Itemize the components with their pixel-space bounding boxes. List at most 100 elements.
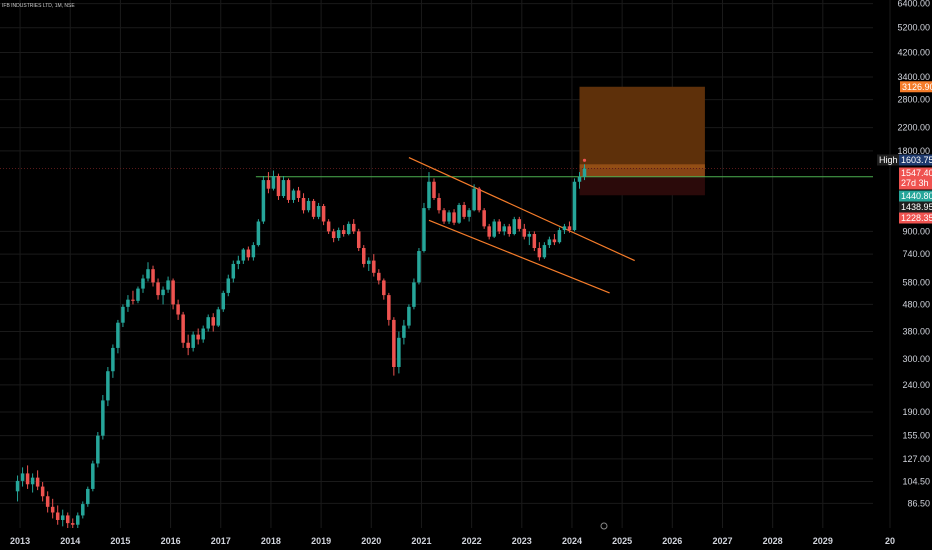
candle[interactable] xyxy=(552,234,557,246)
candle[interactable] xyxy=(176,299,180,320)
candle[interactable] xyxy=(341,225,346,237)
candle[interactable] xyxy=(482,208,486,229)
candle[interactable] xyxy=(76,512,80,528)
candle[interactable] xyxy=(286,178,291,203)
candle[interactable] xyxy=(437,193,441,214)
candle[interactable] xyxy=(141,274,145,293)
candle[interactable] xyxy=(346,221,351,236)
candle[interactable] xyxy=(96,431,100,468)
candle[interactable] xyxy=(321,203,326,226)
candle[interactable] xyxy=(116,319,120,354)
candle[interactable] xyxy=(40,482,45,502)
candle[interactable] xyxy=(81,501,85,519)
candle[interactable] xyxy=(126,295,130,312)
candle[interactable] xyxy=(271,170,276,191)
candle[interactable] xyxy=(502,223,506,236)
candle[interactable] xyxy=(492,219,496,239)
candle[interactable] xyxy=(236,255,241,270)
candle[interactable] xyxy=(422,202,426,253)
candle[interactable] xyxy=(186,334,190,356)
candle[interactable] xyxy=(567,221,572,233)
candle[interactable] xyxy=(106,366,110,407)
candle[interactable] xyxy=(291,188,296,203)
candle[interactable] xyxy=(70,518,75,528)
candle[interactable] xyxy=(517,216,522,232)
candle[interactable] xyxy=(251,242,256,261)
candle[interactable] xyxy=(512,216,517,236)
candle[interactable] xyxy=(402,319,406,345)
candle[interactable] xyxy=(351,219,356,235)
candle[interactable] xyxy=(221,290,226,312)
channel-upper-line[interactable] xyxy=(408,156,635,262)
candle[interactable] xyxy=(562,223,567,235)
candle[interactable] xyxy=(161,286,165,305)
candle[interactable] xyxy=(392,317,396,376)
candle[interactable] xyxy=(60,509,65,527)
target-zone[interactable] xyxy=(579,86,705,169)
candle[interactable] xyxy=(20,467,25,487)
candle[interactable] xyxy=(171,278,175,310)
candle[interactable] xyxy=(311,198,316,220)
candle[interactable] xyxy=(156,278,160,300)
candle[interactable] xyxy=(577,172,582,189)
candle[interactable] xyxy=(452,209,456,226)
candle[interactable] xyxy=(397,331,401,374)
candle[interactable] xyxy=(226,274,231,297)
candle[interactable] xyxy=(65,512,70,528)
candle[interactable] xyxy=(557,227,562,244)
candle[interactable] xyxy=(201,325,205,343)
candle[interactable] xyxy=(442,208,446,224)
candle[interactable] xyxy=(45,491,50,513)
candle[interactable] xyxy=(537,242,542,261)
candle[interactable] xyxy=(146,262,150,282)
candle[interactable] xyxy=(296,186,301,202)
candle[interactable] xyxy=(55,505,60,525)
candle[interactable] xyxy=(191,331,195,352)
candle[interactable] xyxy=(417,248,421,285)
candle[interactable] xyxy=(487,223,491,240)
candle[interactable] xyxy=(372,254,376,277)
candle[interactable] xyxy=(131,290,135,305)
candle[interactable] xyxy=(356,228,361,252)
candle[interactable] xyxy=(336,227,341,241)
candle[interactable] xyxy=(30,473,35,493)
candle[interactable] xyxy=(582,164,587,181)
candle[interactable] xyxy=(256,219,261,247)
candle[interactable] xyxy=(547,236,552,249)
candle[interactable] xyxy=(507,223,512,237)
candle[interactable] xyxy=(382,278,386,300)
candle[interactable] xyxy=(472,184,476,212)
candle[interactable] xyxy=(136,286,140,304)
candle[interactable] xyxy=(101,395,105,440)
candle[interactable] xyxy=(111,344,115,378)
candle[interactable] xyxy=(427,172,431,211)
candle[interactable] xyxy=(25,465,30,489)
candle[interactable] xyxy=(281,176,286,198)
candle[interactable] xyxy=(166,276,170,293)
candle[interactable] xyxy=(246,246,251,261)
candle[interactable] xyxy=(241,248,246,264)
candle[interactable] xyxy=(15,475,20,502)
channel-lower-line[interactable] xyxy=(428,219,610,294)
candle[interactable] xyxy=(527,231,532,246)
y-axis[interactable]: 6400.00 5200.00 4200.00 3400.00 2800.00 2200.… xyxy=(897,0,930,508)
candle[interactable] xyxy=(367,257,371,271)
candle[interactable] xyxy=(377,269,381,285)
candle[interactable] xyxy=(216,306,221,328)
candle[interactable] xyxy=(301,193,306,214)
candle[interactable] xyxy=(266,172,271,194)
candle[interactable] xyxy=(326,219,331,235)
candle[interactable] xyxy=(542,242,547,259)
candle[interactable] xyxy=(231,260,236,283)
candle[interactable] xyxy=(316,202,321,220)
candle[interactable] xyxy=(457,202,461,224)
x-axis[interactable]: 2013 2014 2015 2016 2017 2018 2019 2020 2021 2022… xyxy=(10,536,895,546)
candle[interactable] xyxy=(432,178,436,200)
candle[interactable] xyxy=(261,176,266,224)
candle[interactable] xyxy=(196,328,200,345)
candle[interactable] xyxy=(477,186,481,213)
candle[interactable] xyxy=(206,314,210,332)
candle[interactable] xyxy=(211,313,215,332)
candle[interactable] xyxy=(412,278,416,310)
candle-layer[interactable] xyxy=(15,164,587,528)
